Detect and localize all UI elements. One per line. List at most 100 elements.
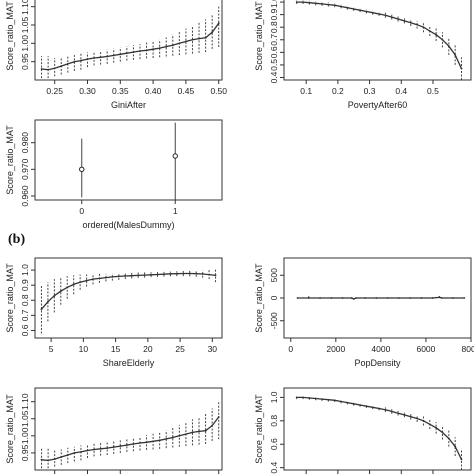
series-line xyxy=(40,272,216,310)
data-point xyxy=(171,44,174,47)
data-point xyxy=(460,458,463,461)
plot-area xyxy=(40,268,217,334)
y-tick-label: 0.8 xyxy=(269,21,279,33)
y-tick-label: 1.05 xyxy=(20,410,30,427)
y-axis-label: Score_ratio_MAT xyxy=(254,394,264,464)
y-tick-label: 1.0 xyxy=(269,0,279,8)
data-point xyxy=(47,459,50,462)
data-point xyxy=(46,300,49,303)
data-point xyxy=(441,431,444,434)
x-tick-label: 0.30 xyxy=(79,86,96,96)
data-point xyxy=(352,402,355,405)
data-point xyxy=(119,445,122,447)
chart-p7: 0.4 0.6 0.8 1.0 Score_ratio_MAT xyxy=(254,387,472,474)
y-tick-label: 1.10 xyxy=(20,393,30,410)
data-point xyxy=(365,405,368,408)
y-tick-label: 1.05 xyxy=(20,16,30,33)
data-point xyxy=(416,23,419,26)
data-point xyxy=(152,48,155,51)
x-tick-label: 30 xyxy=(208,344,218,354)
series-line xyxy=(296,1,463,69)
y-tick-label: 0.980 xyxy=(20,132,30,154)
x-tick-label: 10 xyxy=(79,344,89,354)
data-point xyxy=(208,273,211,276)
y-axis-label: Score_ratio_MAT xyxy=(5,263,15,333)
y-tick-label: 0.9 xyxy=(269,8,279,20)
plot-frame xyxy=(34,119,223,201)
data-point xyxy=(53,294,56,297)
data-point xyxy=(150,273,152,276)
data-point xyxy=(198,430,200,433)
y-tick-label: 0.6 xyxy=(269,46,279,58)
series-line xyxy=(41,416,220,462)
data-point xyxy=(125,52,128,55)
data-point xyxy=(452,297,454,299)
data-point xyxy=(139,442,141,444)
data-point xyxy=(72,283,75,286)
data-point xyxy=(330,297,333,299)
data-point xyxy=(178,42,181,45)
data-point xyxy=(145,49,148,52)
data-point xyxy=(420,297,423,299)
data-point xyxy=(364,297,367,299)
y-tick-label: 0.970 xyxy=(20,158,30,180)
data-point xyxy=(106,447,109,450)
x-tick-label: 0.1 xyxy=(300,86,312,96)
x-tick-label: 4000 xyxy=(371,344,390,354)
data-point xyxy=(204,429,207,432)
data-point xyxy=(119,53,122,56)
data-point xyxy=(333,4,336,7)
data-point xyxy=(40,308,43,311)
data-point xyxy=(214,274,217,277)
x-tick-label: 0.40 xyxy=(145,86,162,96)
data-point xyxy=(125,444,128,446)
data-point xyxy=(211,424,214,427)
x-axis-label: GiniAfter xyxy=(111,100,146,110)
data-point xyxy=(447,437,450,440)
y-tick-label: 1.10 xyxy=(20,0,30,15)
y-tick-label: 1.0 xyxy=(269,391,279,403)
data-point xyxy=(93,57,95,59)
data-point xyxy=(217,22,220,25)
plot-frame xyxy=(283,387,472,471)
data-point xyxy=(340,5,342,8)
x-tick-label: 5 xyxy=(49,344,54,354)
x-tick-label: 15 xyxy=(111,344,121,354)
data-point xyxy=(341,297,344,299)
data-point xyxy=(384,14,387,17)
chart-p3: 0 1 0.960 0.970 0.980 ordered(MalesDummy) Scor… xyxy=(5,119,223,230)
data-point xyxy=(333,399,336,402)
data-point xyxy=(112,54,115,57)
data-point xyxy=(422,419,425,422)
x-axis-label: PopDensity xyxy=(354,358,401,368)
data-point xyxy=(295,1,298,3)
data-point xyxy=(132,443,135,445)
y-axis-label: Score_ratio_MAT xyxy=(5,394,15,464)
y-tick-label: 0.95 xyxy=(20,444,30,461)
data-point xyxy=(398,297,400,299)
data-point xyxy=(397,412,400,415)
x-axis-label: PovertyAfter60 xyxy=(348,100,408,110)
data-point xyxy=(352,298,355,300)
x-tick-label: 2000 xyxy=(326,344,345,354)
data-point xyxy=(295,396,298,399)
x-tick-label: 0.45 xyxy=(178,86,195,96)
data-point xyxy=(92,278,94,281)
x-tick-label: 0.35 xyxy=(112,86,129,96)
data-point xyxy=(422,26,425,29)
data-point xyxy=(79,166,85,173)
data-point xyxy=(152,440,155,443)
y-tick-label: 0.4 xyxy=(269,71,279,83)
data-point xyxy=(386,297,389,299)
data-point xyxy=(447,45,450,47)
x-tick-label: 8000 xyxy=(462,344,474,354)
data-point xyxy=(375,297,378,299)
data-point xyxy=(124,275,127,277)
data-point xyxy=(47,68,50,71)
data-point xyxy=(441,38,444,41)
y-tick-label: 0 xyxy=(269,295,279,300)
data-point xyxy=(178,434,181,437)
plot-area xyxy=(295,395,463,470)
chart-p5: 0 2000 4000 6000 8000 -500 0 500 PopDensity Score… xyxy=(254,257,474,368)
